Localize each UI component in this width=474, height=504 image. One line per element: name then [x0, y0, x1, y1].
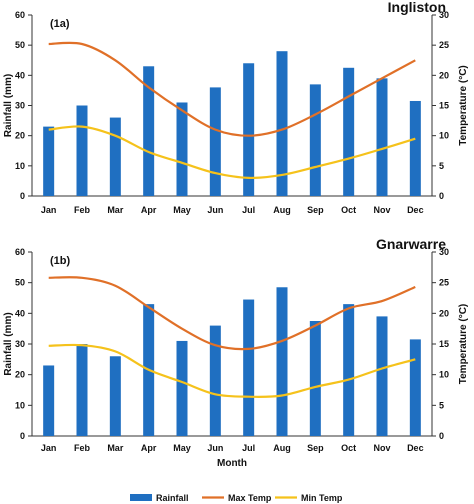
panel-label: (1a)	[50, 18, 70, 30]
y2-axis-title: Temperature (°C)	[458, 65, 469, 146]
x-tick-label: Aug	[273, 443, 291, 453]
left-tick-label: 10	[15, 400, 25, 410]
legend-label: Min Temp	[301, 493, 343, 503]
right-tick-label: 5	[439, 400, 444, 410]
x-tick-label: Jul	[242, 205, 255, 215]
left-tick-label: 0	[20, 431, 25, 441]
rainfall-bar	[76, 344, 88, 436]
x-tick-label: Jan	[41, 205, 57, 215]
rainfall-bar	[209, 87, 221, 196]
legend: Rainfall Max Temp Min Temp	[130, 493, 343, 503]
x-tick-label: Jun	[207, 443, 223, 453]
left-tick-label: 60	[15, 10, 25, 20]
x-tick-label: Jan	[41, 443, 57, 453]
panel-title: Gnarwarre	[376, 236, 446, 252]
right-tick-label: 15	[439, 101, 449, 111]
x-tick-label: Feb	[74, 205, 91, 215]
rainfall-bar	[276, 287, 288, 436]
left-tick-label: 60	[15, 247, 25, 257]
rainfall-bar	[109, 356, 121, 436]
x-tick-label: Mar	[107, 205, 124, 215]
x-tick-label: Dec	[407, 443, 424, 453]
rainfall-bar	[343, 304, 355, 436]
rainfall-bar	[309, 321, 321, 436]
x-tick-label: Apr	[141, 443, 157, 453]
rainfall-bar	[309, 84, 321, 196]
min-temp-line	[48, 343, 416, 399]
panel-label: (1b)	[50, 255, 71, 267]
rainfall-bar	[243, 299, 255, 436]
x-tick-label: Sep	[307, 443, 324, 453]
x-tick-label: Nov	[373, 443, 390, 453]
y-axis-title: Rainfall (mm)	[3, 312, 14, 375]
x-tick-label: Jun	[207, 205, 223, 215]
right-tick-label: 30	[439, 247, 449, 257]
x-tick-label: Apr	[141, 205, 157, 215]
rainfall-bar	[209, 325, 221, 436]
x-tick-label: Feb	[74, 443, 91, 453]
right-tick-label: 20	[439, 70, 449, 80]
x-tick-label: May	[173, 205, 191, 215]
left-tick-label: 20	[15, 131, 25, 141]
rainfall-bar	[409, 100, 421, 196]
panel-title: Ingliston	[388, 0, 446, 15]
rainfall-bar	[343, 67, 355, 197]
legend-label: Max Temp	[228, 493, 272, 503]
right-tick-label: 10	[439, 370, 449, 380]
rainfall-bar	[176, 340, 188, 436]
y-axis-title: Rainfall (mm)	[3, 74, 14, 137]
x-tick-label: Dec	[407, 205, 424, 215]
right-tick-label: 5	[439, 161, 444, 171]
left-tick-label: 40	[15, 308, 25, 318]
left-tick-label: 40	[15, 70, 25, 80]
x-tick-label: Oct	[341, 205, 356, 215]
rainfall-bar	[409, 339, 421, 436]
right-tick-label: 25	[439, 278, 449, 288]
y2-axis-title: Temperature (°C)	[458, 304, 469, 385]
legend-label: Rainfall	[156, 493, 189, 503]
left-tick-label: 50	[15, 278, 25, 288]
x-tick-label: Oct	[341, 443, 356, 453]
left-tick-label: 50	[15, 40, 25, 50]
x-tick-label: May	[173, 443, 191, 453]
left-tick-label: 30	[15, 339, 25, 349]
x-tick-label: Mar	[107, 443, 124, 453]
max-temp-line	[48, 276, 416, 351]
rainfall-bar	[43, 365, 55, 436]
x-tick-label: Sep	[307, 205, 324, 215]
left-tick-label: 0	[20, 191, 25, 201]
max-temp-line	[48, 41, 416, 137]
right-tick-label: 30	[439, 10, 449, 20]
right-tick-label: 0	[439, 191, 444, 201]
right-tick-label: 20	[439, 308, 449, 318]
left-tick-label: 30	[15, 101, 25, 111]
rainfall-bar	[109, 117, 121, 196]
x-tick-label: Jul	[242, 443, 255, 453]
rainfall-bar	[43, 126, 55, 196]
right-tick-label: 25	[439, 40, 449, 50]
right-tick-label: 0	[439, 431, 444, 441]
rainfall-bar	[376, 78, 388, 196]
left-tick-label: 10	[15, 161, 25, 171]
chart-panel-2: 0 10 20 30 40 50 60 0 5 10 15 20 25 30 Jan Feb Mar Apr May…	[3, 236, 469, 469]
rainfall-bar	[276, 51, 288, 197]
rainfall-bar	[176, 102, 188, 196]
min-temp-line	[48, 125, 416, 180]
chart-panel-1: 0 10 20 30 40 50 60 0 5 10 15 20 25 30 Jan Feb Mar Apr May…	[3, 0, 469, 215]
legend-rainfall-swatch	[130, 494, 152, 501]
left-tick-label: 20	[15, 370, 25, 380]
right-tick-label: 15	[439, 339, 449, 349]
rainfall-bar	[243, 63, 255, 197]
rainfall-bar	[143, 66, 155, 197]
x-axis-title: Month	[217, 458, 247, 469]
rainfall-bar	[76, 105, 88, 196]
x-tick-label: Aug	[273, 205, 291, 215]
right-tick-label: 10	[439, 131, 449, 141]
rainfall-bar	[376, 316, 388, 436]
x-tick-label: Nov	[373, 205, 390, 215]
